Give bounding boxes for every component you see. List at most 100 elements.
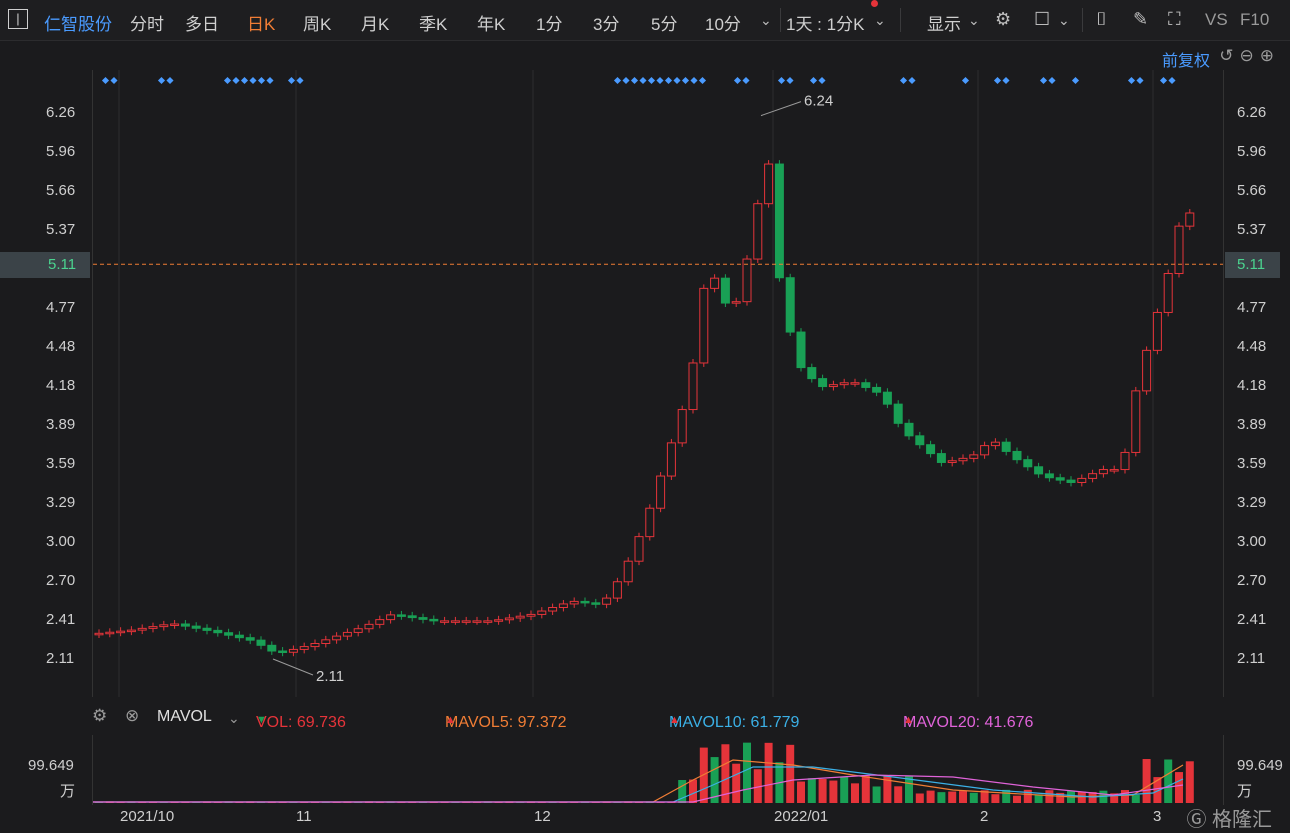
candle-body <box>159 624 169 628</box>
signal-dot <box>777 76 786 85</box>
signal-dot <box>240 76 249 85</box>
candle-body <box>483 620 493 623</box>
x-label-jan: 2022/01 <box>774 808 829 825</box>
candle-body <box>526 613 536 617</box>
candle-body <box>375 619 385 625</box>
volume-bar <box>1153 777 1162 803</box>
tab-10min[interactable]: 10分 <box>705 15 741 34</box>
chevron-down-icon[interactable]: ⌄ <box>968 12 980 28</box>
volume-bar <box>840 777 849 803</box>
candle-body <box>278 650 288 654</box>
candle-body <box>1066 479 1076 483</box>
current-price-tag-right: 5.11 <box>1225 252 1280 278</box>
tab-3min[interactable]: 3分 <box>593 15 620 34</box>
candle-body <box>980 445 990 456</box>
candle-body <box>1077 477 1087 483</box>
candle-body <box>342 631 352 637</box>
display-menu[interactable]: 显示 <box>927 15 961 34</box>
divider <box>780 8 781 32</box>
candle-body <box>926 444 936 455</box>
mavol20-line <box>93 774 1184 803</box>
price-tick-label: 2.11 <box>1237 650 1266 667</box>
interval-selector[interactable]: 1天 : 1分K <box>786 15 865 34</box>
tab-fenshi[interactable]: 分时 <box>130 15 164 34</box>
square-icon[interactable]: ☐ <box>1034 9 1051 29</box>
volume-bar <box>807 778 816 803</box>
volume-bar <box>1056 792 1065 803</box>
signal-dot <box>101 76 110 85</box>
low-price-label: 2.11 <box>316 668 344 685</box>
candle-body <box>947 460 957 463</box>
tab-5min[interactable]: 5分 <box>651 15 678 34</box>
volume-bar <box>894 786 903 803</box>
chevron-down-icon[interactable]: ⌄ <box>1058 12 1070 28</box>
price-tick-label: 4.48 <box>46 338 76 355</box>
gear-icon[interactable]: ⚙ <box>995 9 1012 29</box>
signal-dot <box>681 76 690 85</box>
plus-icon[interactable]: ⊕ <box>1259 46 1280 65</box>
volume-bar <box>991 794 1000 803</box>
candle-body <box>1044 473 1054 479</box>
f10-button[interactable]: F10 <box>1240 10 1270 29</box>
candlestick-chart[interactable]: 6.24 2.11 <box>92 70 1224 697</box>
signal-dot <box>287 76 296 85</box>
adjust-mode[interactable]: 前复权 <box>1161 53 1210 70</box>
volume-chart[interactable] <box>92 735 1224 805</box>
price-tick-label: 6.26 <box>1237 104 1267 121</box>
candle-body <box>321 639 331 645</box>
volume-bar <box>1110 793 1119 803</box>
candle-body <box>1109 469 1119 472</box>
indicator-name[interactable]: MAVOL <box>157 708 212 725</box>
tab-yearly-k[interactable]: 年K <box>477 15 506 34</box>
mavol5-line <box>93 759 1184 803</box>
chart-controls[interactable]: ↺⊖⊕ <box>1219 46 1280 66</box>
tab-duori[interactable]: 多日 <box>185 15 219 34</box>
chevron-down-icon[interactable]: ⌄ <box>228 710 240 726</box>
candle-body <box>1001 441 1011 452</box>
notification-dot <box>871 0 878 7</box>
camera-icon[interactable]: ⌷ <box>1096 9 1107 29</box>
current-price-tag-left: 5.11 <box>0 252 90 278</box>
pencil-icon[interactable]: ✎ <box>1133 9 1149 29</box>
close-icon[interactable]: ⊗ <box>125 706 140 725</box>
divider <box>900 8 901 32</box>
mavol10-label: MAVOL10: 61.779 <box>669 714 800 731</box>
candle-body <box>407 615 417 619</box>
signal-dot <box>809 76 818 85</box>
signal-dot <box>1159 76 1168 85</box>
candle-body <box>1088 473 1098 479</box>
mavol20-label: MAVOL20: 41.676 <box>903 714 1034 731</box>
price-tick-label: 6.26 <box>46 104 76 121</box>
x-label-dec: 12 <box>534 808 551 825</box>
chevron-down-icon[interactable]: ⌄ <box>760 12 772 28</box>
volume-header: ⚙ ⊗ MAVOL ⌄ VOL: 69.736 ▼ MAVOL5: 97.372… <box>92 702 1222 731</box>
fullscreen-icon[interactable]: ⛶ <box>1168 9 1181 29</box>
vs-button[interactable]: VS <box>1205 10 1228 29</box>
undo-icon[interactable]: ↺ <box>1219 46 1240 65</box>
signal-dot <box>908 76 916 85</box>
tab-weekly-k[interactable]: 周K <box>303 15 332 34</box>
candle-body <box>850 382 860 385</box>
price-tick-label: 3.59 <box>46 455 76 472</box>
volume-axis-unit: 万 <box>60 783 76 800</box>
chevron-down-icon[interactable]: ⌄ <box>874 12 886 28</box>
tab-daily-k[interactable]: 日K <box>247 15 276 34</box>
candle-body <box>537 610 547 615</box>
volume-bar <box>699 747 708 803</box>
price-tick-label: 4.18 <box>46 377 76 394</box>
tab-1min[interactable]: 1分 <box>536 15 563 34</box>
tab-monthly-k[interactable]: 月K <box>361 15 390 34</box>
gear-icon[interactable]: ⚙ <box>92 706 108 725</box>
signal-dot <box>647 76 656 85</box>
price-tick-label: 2.70 <box>1237 572 1267 589</box>
candle-body <box>504 617 514 621</box>
volume-bar <box>1013 795 1021 803</box>
tab-quarterly-k[interactable]: 季K <box>419 15 448 34</box>
stock-name[interactable]: 仁智股份 <box>44 15 112 34</box>
minus-icon[interactable]: ⊖ <box>1239 46 1260 65</box>
mavol5-label: MAVOL5: 97.372 <box>445 714 567 731</box>
sidebar-toggle-icon[interactable]: | <box>8 9 28 29</box>
signal-dot <box>742 76 750 85</box>
price-tick-label: 5.37 <box>1237 221 1267 238</box>
volume-axis-value-left: 99.649 <box>28 757 74 774</box>
